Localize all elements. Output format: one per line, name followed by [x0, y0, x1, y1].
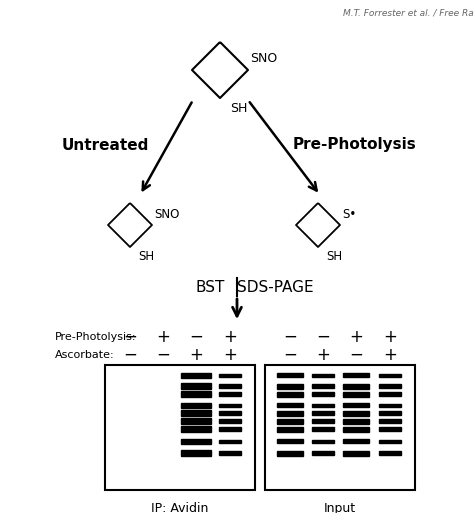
Bar	[219, 411, 241, 415]
Bar	[219, 419, 241, 423]
Bar	[343, 403, 369, 407]
Bar	[379, 392, 401, 396]
Text: IP: Avidin: IP: Avidin	[151, 502, 209, 513]
Bar	[277, 411, 303, 416]
Text: SH: SH	[326, 250, 342, 263]
Text: Untreated: Untreated	[61, 137, 149, 152]
Bar	[277, 373, 303, 377]
Bar	[343, 451, 369, 456]
Text: −: −	[349, 346, 363, 364]
Bar	[181, 426, 211, 432]
Text: S•: S•	[342, 208, 356, 222]
Text: +: +	[316, 346, 330, 364]
Text: +: +	[223, 346, 237, 364]
Bar	[181, 439, 211, 444]
Bar	[277, 439, 303, 443]
Bar	[343, 439, 369, 443]
Bar	[219, 384, 241, 388]
Text: SH: SH	[138, 250, 154, 263]
Text: +: +	[383, 346, 397, 364]
Bar	[312, 404, 334, 407]
Text: −: −	[283, 346, 297, 364]
Text: Ascorbate:: Ascorbate:	[55, 350, 115, 360]
Text: +: +	[189, 346, 203, 364]
Bar	[343, 373, 369, 377]
Bar	[181, 391, 211, 397]
Text: +: +	[383, 328, 397, 346]
Bar	[343, 427, 369, 432]
Bar	[219, 404, 241, 407]
Text: SDS-PAGE: SDS-PAGE	[237, 280, 313, 294]
Bar	[181, 373, 211, 378]
Bar	[277, 451, 303, 456]
Text: −: −	[156, 346, 170, 364]
Text: Pre-Photolysis: Pre-Photolysis	[293, 137, 417, 152]
Bar	[181, 410, 211, 416]
Text: −: −	[123, 328, 137, 346]
Bar	[312, 419, 334, 423]
Text: SH: SH	[230, 102, 247, 115]
Bar	[379, 374, 401, 377]
Bar	[379, 451, 401, 455]
Text: +: +	[349, 328, 363, 346]
Bar	[312, 384, 334, 388]
Bar	[343, 384, 369, 389]
Bar	[312, 451, 334, 455]
Text: Input: Input	[324, 502, 356, 513]
Bar	[181, 418, 211, 424]
Bar	[277, 419, 303, 424]
Text: M.T. Forrester et al. / Free Ra: M.T. Forrester et al. / Free Ra	[343, 8, 474, 17]
Bar	[379, 411, 401, 415]
Bar	[277, 427, 303, 432]
Bar	[277, 403, 303, 407]
Text: −: −	[189, 328, 203, 346]
Bar	[181, 450, 211, 456]
Bar	[277, 392, 303, 397]
Bar	[312, 440, 334, 443]
Bar	[219, 451, 241, 455]
Bar	[105, 365, 255, 490]
Bar	[379, 404, 401, 407]
Text: −: −	[123, 346, 137, 364]
Bar	[379, 427, 401, 431]
Bar	[219, 427, 241, 431]
Bar	[312, 427, 334, 431]
Bar	[312, 411, 334, 415]
Bar	[219, 374, 241, 377]
Bar	[277, 384, 303, 389]
Bar	[343, 419, 369, 424]
Bar	[379, 440, 401, 443]
Text: −: −	[283, 328, 297, 346]
Text: +: +	[223, 328, 237, 346]
Bar	[343, 411, 369, 416]
Text: +: +	[156, 328, 170, 346]
Text: SNO: SNO	[250, 51, 277, 65]
Bar	[312, 374, 334, 377]
Text: Pre-Photolysis:: Pre-Photolysis:	[55, 332, 137, 342]
Bar	[181, 383, 211, 389]
Bar	[343, 392, 369, 397]
Bar	[379, 419, 401, 423]
Bar	[379, 384, 401, 388]
Text: BST: BST	[195, 280, 225, 294]
Bar	[312, 392, 334, 396]
Bar	[219, 440, 241, 443]
Bar	[265, 365, 415, 490]
Bar	[219, 392, 241, 396]
Text: SNO: SNO	[154, 208, 179, 222]
Text: −: −	[316, 328, 330, 346]
Bar	[181, 403, 211, 408]
